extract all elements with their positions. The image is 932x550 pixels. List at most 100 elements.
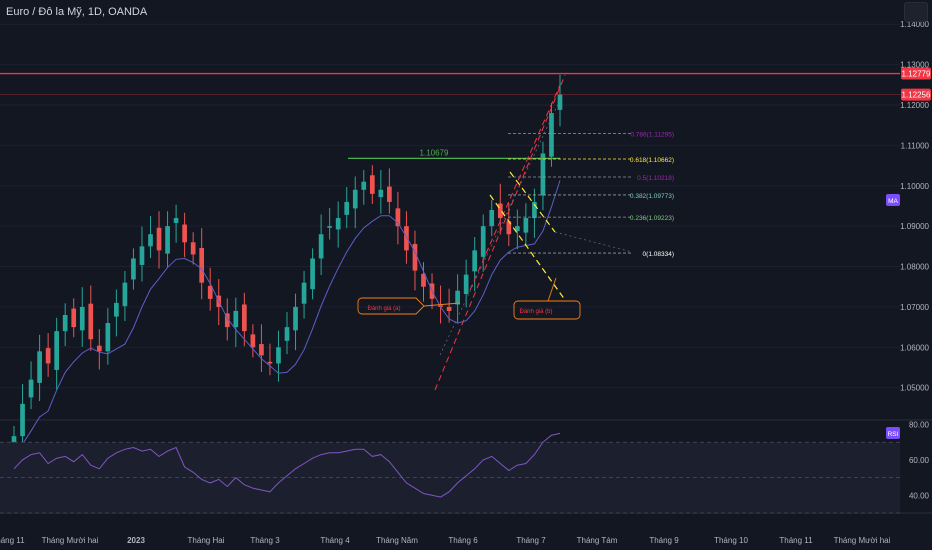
time-tick-label: Tháng 11 [0, 536, 25, 545]
candle-body [224, 313, 230, 328]
candle-body [301, 282, 307, 304]
candle-body [369, 175, 375, 194]
ma-badge [886, 194, 900, 206]
candle-body [506, 221, 512, 235]
rsi-tick-label: 40.00 [909, 491, 930, 500]
candle-body [20, 403, 25, 437]
resistance-label: 1.10679 [420, 148, 449, 157]
callout-a-box [357, 297, 461, 315]
candle-body [455, 290, 460, 305]
candle-body [549, 113, 554, 157]
candle-body [190, 242, 196, 255]
callout-b-box [513, 277, 581, 320]
time-tick-label: Tháng Mười hai [42, 536, 99, 545]
candle-body [421, 273, 426, 287]
candle-body [88, 303, 94, 340]
fib-level-label: 0.618(1.10662) [630, 157, 674, 164]
time-tick-label: Tháng 3 [250, 536, 280, 545]
rsi-tick-label: 80.00 [909, 421, 930, 430]
rsi-tick-label: 60.00 [909, 456, 930, 465]
rsi-badge [886, 427, 900, 439]
projection-line [554, 231, 633, 253]
candle-body [310, 258, 315, 290]
rsi-line [13, 432, 561, 498]
candle-body [472, 250, 478, 272]
candle-body [352, 189, 358, 209]
callout-a-text: Đánh giá (a) [367, 306, 400, 312]
candle-body [165, 226, 170, 254]
candle-body [267, 361, 273, 364]
candle-body [259, 344, 264, 356]
time-tick-label: Tháng 9 [649, 536, 679, 545]
price-tick-label: 1.14000 [900, 20, 929, 29]
candle-body [318, 234, 324, 259]
candle-body [395, 208, 401, 227]
candle-body [28, 379, 34, 398]
flag-line-upper [509, 171, 556, 233]
time-tick-label: 2023 [127, 536, 145, 545]
price-tick-label: 1.05000 [900, 384, 929, 393]
candle-body [250, 334, 256, 348]
candle-body [540, 153, 546, 196]
candle-body [139, 246, 145, 265]
candle-body [156, 227, 162, 251]
time-tick-label: Tháng Hai [188, 536, 225, 545]
price-tick-label: 1.11000 [901, 141, 930, 150]
candle-body [71, 308, 77, 328]
candle-body [96, 345, 102, 352]
chart-title: Euro / Đô la Mỹ, 1D, OANDA [6, 6, 148, 18]
channel-line-lower [434, 74, 566, 391]
candle-body [276, 347, 281, 364]
candle-body [557, 94, 563, 110]
price-tick-label: 1.12000 [900, 101, 929, 110]
candle-body [514, 226, 520, 231]
time-tick-label: Tháng 11 [779, 536, 813, 545]
candle-body [284, 327, 290, 341]
callout-b-text: Đánh giá (b) [519, 309, 552, 315]
flag-line-lower [489, 194, 566, 301]
price-label-text: 1.12779 [902, 70, 931, 79]
price-label-box [901, 88, 931, 101]
candle-body [361, 181, 367, 190]
candle-body [241, 304, 247, 332]
channel-line-mid [439, 99, 561, 356]
candle-body [114, 302, 119, 317]
candle-body [79, 306, 85, 331]
rsi-badge-text: RSI [888, 431, 899, 438]
price-tick-label: 1.06000 [900, 343, 929, 352]
time-tick-label: Tháng 4 [320, 536, 350, 545]
time-tick-label: Tháng Tám [577, 536, 618, 545]
candle-body [497, 203, 503, 219]
candle-body [173, 218, 179, 223]
fib-level-label: 0.236(1.09223) [630, 215, 674, 222]
price-label-text: 1.12256 [902, 91, 931, 100]
candle-body [327, 226, 333, 228]
candle-body [489, 210, 495, 227]
candle-body [446, 306, 452, 311]
candle-body [54, 331, 60, 370]
ma-badge-text: MA [888, 198, 898, 205]
fib-level-label: 0(1.08334) [643, 251, 674, 258]
candle-body [62, 315, 68, 332]
candle-body [45, 348, 51, 364]
fib-level-label: 0.5(1.10218) [637, 175, 674, 182]
candle-body [463, 274, 469, 294]
candle-body [148, 234, 153, 247]
chart-settings-button[interactable] [904, 2, 928, 22]
candle-body [207, 285, 213, 299]
price-axis [900, 0, 932, 550]
candle-body [344, 201, 350, 215]
candle-body [199, 247, 205, 283]
candle-body [387, 186, 392, 202]
time-tick-label: Tháng Mười hai [834, 536, 891, 545]
fib-level-label: 0.786(1.11295) [630, 131, 674, 138]
candle-body [480, 226, 486, 257]
candle-body [37, 351, 42, 383]
price-tick-label: 1.13000 [900, 61, 929, 70]
price-label-box [901, 67, 931, 80]
time-tick-label: Tháng 7 [516, 536, 546, 545]
price-tick-label: 1.09000 [900, 222, 929, 231]
candle-body [105, 323, 111, 352]
price-tick-label: 1.07000 [900, 303, 929, 312]
